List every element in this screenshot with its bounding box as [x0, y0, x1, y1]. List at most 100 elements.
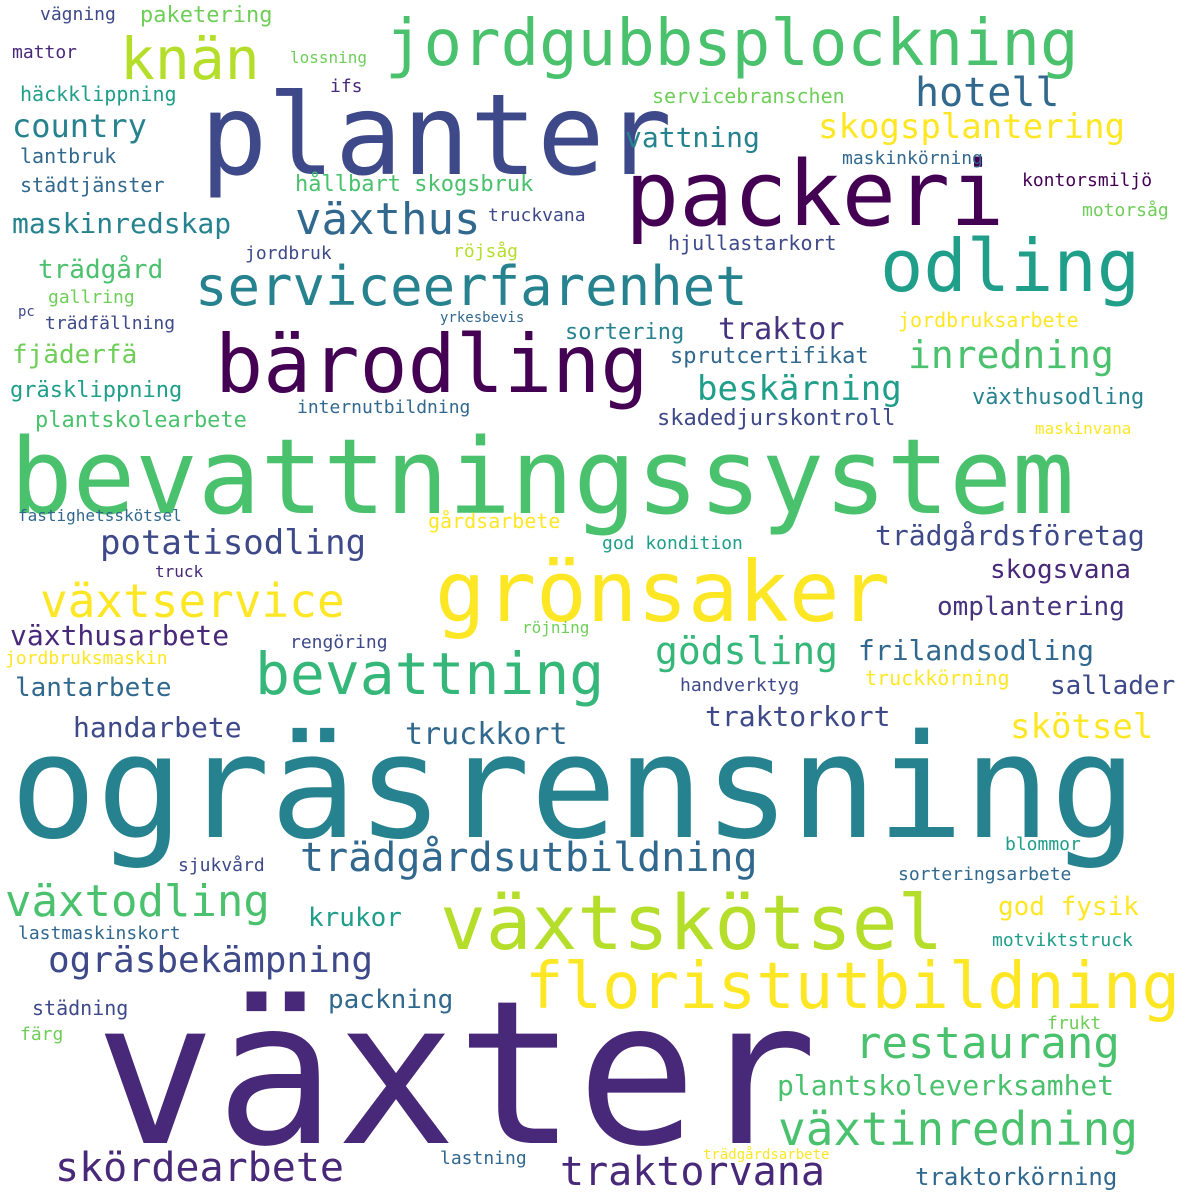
word: god kondition — [602, 533, 743, 554]
word: plantskoleverksamhet — [777, 1069, 1115, 1102]
word: skötsel — [1010, 707, 1154, 747]
word: blommor — [1005, 834, 1081, 855]
word: odling — [880, 224, 1141, 308]
word: maskinkörning — [842, 148, 983, 169]
word: jordgubbsplockning — [385, 7, 1079, 81]
word: potatisodling — [100, 523, 367, 563]
word: traktorkort — [705, 700, 891, 733]
word: skogsvana — [990, 555, 1131, 585]
word: gallring — [48, 287, 135, 308]
word: truckkort — [405, 717, 568, 752]
word: hjullastarkort — [668, 231, 837, 255]
word: traktorkörning — [915, 1163, 1118, 1191]
word: planter — [200, 71, 673, 201]
word: traktor — [718, 312, 845, 347]
word: bevattning — [255, 640, 605, 708]
word: häckklippning — [20, 82, 177, 106]
word: pc — [18, 304, 35, 320]
word: skördearbete — [55, 1145, 344, 1191]
word: truck — [155, 562, 204, 581]
word: sallader — [1050, 671, 1176, 701]
word: växtodling — [5, 876, 270, 927]
word: växtinredning — [778, 1102, 1139, 1156]
word: gårdsarbete — [428, 509, 561, 533]
word: bärodling — [215, 318, 649, 411]
word: röjning — [522, 618, 590, 637]
word: beskärning — [697, 369, 902, 409]
word: floristutbildning — [525, 950, 1181, 1024]
word: packeri — [625, 142, 1005, 247]
word: gödsling — [655, 629, 839, 673]
word: truckkörning — [865, 666, 1010, 690]
word: skogsplantering — [818, 107, 1126, 147]
word: motorsåg — [1082, 200, 1169, 221]
word: gräsklippning — [10, 378, 183, 403]
word: jordbruksarbete — [898, 308, 1079, 332]
word: växtservice — [40, 574, 345, 628]
word: yrkesbevis — [440, 310, 525, 326]
word: röjsåg — [453, 241, 519, 262]
word: grönsaker — [435, 543, 891, 641]
word: traktorvana — [560, 1149, 825, 1195]
word: servicebranschen — [652, 84, 845, 108]
word: lastmaskinskort — [18, 923, 181, 944]
word: handarbete — [73, 711, 242, 744]
word: lastning — [440, 1148, 527, 1169]
word: jordbruksmaskin — [5, 648, 168, 669]
word: maskinvana — [1035, 419, 1132, 438]
word: växtskötsel — [440, 878, 944, 967]
word: paketering — [140, 3, 273, 28]
word: trädgårdsföretag — [875, 519, 1145, 552]
word: kontorsmiljö — [1022, 170, 1153, 191]
word: trädgårdsarbete — [703, 1147, 830, 1163]
word: hållbart skogsbruk — [295, 172, 534, 197]
word: skadedjurskontroll — [657, 406, 896, 431]
word: trädfällning — [45, 313, 176, 334]
word: knän — [120, 25, 260, 93]
word: vattning — [625, 121, 760, 154]
word: vägning — [40, 4, 116, 25]
word: växter — [95, 958, 818, 1191]
word: packning — [328, 985, 454, 1015]
word: motviktstruck — [992, 930, 1133, 951]
word: maskinredskap — [12, 207, 232, 240]
word: växthus — [295, 194, 481, 245]
word: trädgård — [38, 255, 164, 285]
word: internutbildning — [297, 397, 471, 418]
word: hotell — [915, 70, 1060, 116]
word: ogräsbekämpning — [48, 940, 374, 981]
word: städning — [32, 996, 129, 1020]
word: country — [12, 107, 147, 145]
word: bevattningssystem — [10, 416, 1075, 538]
word: krukor — [308, 903, 402, 933]
word: inredning — [908, 333, 1114, 377]
word: ifs — [330, 76, 363, 97]
word: frukt — [1047, 1013, 1102, 1034]
word: växthusodling — [972, 385, 1145, 410]
word: plantskolearbete — [35, 408, 247, 433]
word: färg — [20, 1024, 64, 1045]
word: god fysik — [998, 892, 1139, 922]
word: ogräsrensning — [10, 703, 1138, 871]
word: restaurang — [855, 1018, 1120, 1069]
word: jordbruk — [245, 243, 332, 264]
word: truckvana — [488, 205, 586, 226]
word: frilandsodling — [858, 634, 1095, 667]
word: sprutcertifikat — [670, 344, 869, 369]
word: serviceerfarenhet — [195, 255, 748, 318]
word: sorteringsarbete — [898, 864, 1072, 885]
word: mattor — [12, 42, 78, 63]
word: rengöring — [290, 632, 388, 653]
word: trädgårdsutbildning — [300, 835, 758, 881]
word: lantbruk — [20, 144, 117, 168]
word: växthusarbete — [10, 619, 230, 652]
word: sjukvård — [178, 855, 265, 876]
word: lantarbete — [15, 673, 172, 703]
word: städtjänster — [20, 173, 165, 197]
word: omplantering — [937, 592, 1125, 622]
word: handverktyg — [680, 675, 800, 696]
word: sortering — [565, 320, 685, 345]
word: fjäderfä — [12, 340, 138, 370]
word: fastighetsskötsel — [18, 506, 182, 525]
